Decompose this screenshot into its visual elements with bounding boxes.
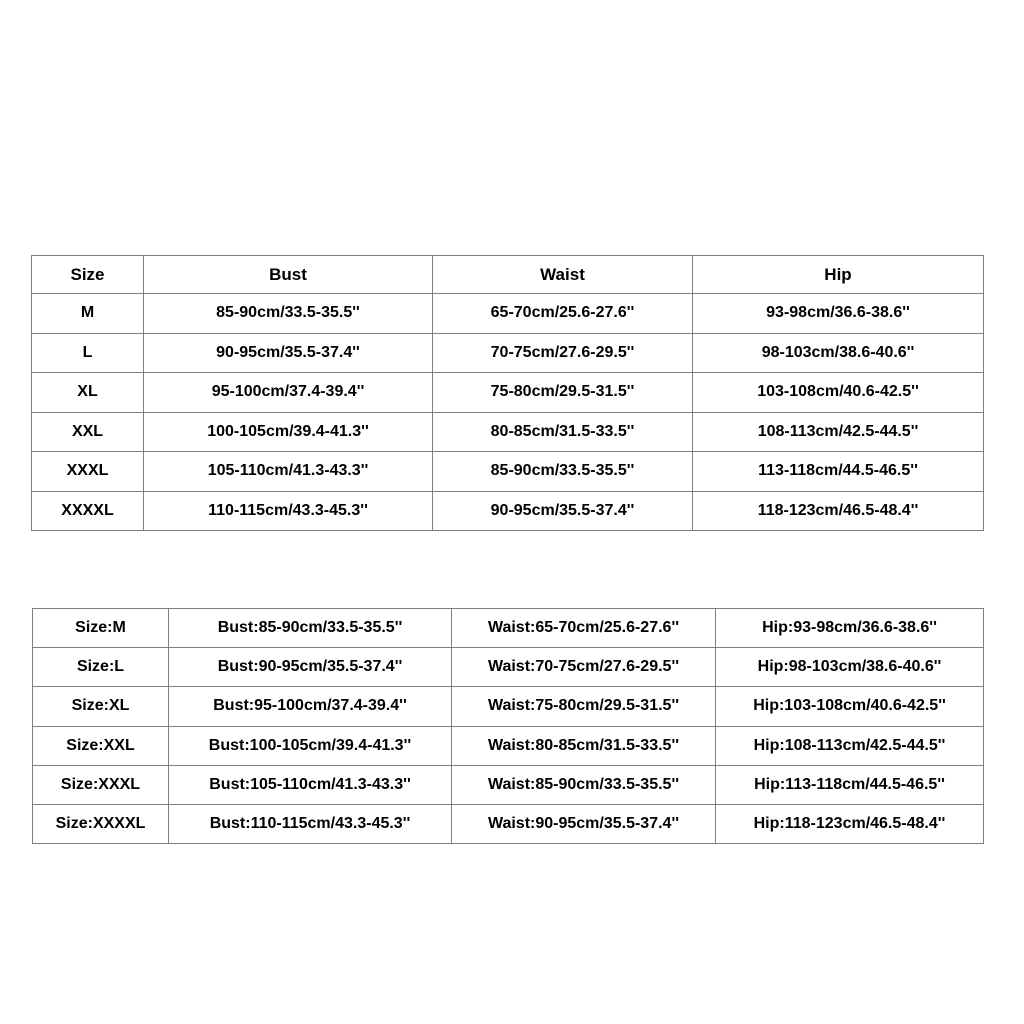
hip-cell: 108-113cm/42.5-44.5'': [692, 411, 984, 452]
size-cell: M: [31, 293, 144, 334]
table-row: Size:XXXXL Bust:110-115cm/43.3-45.3'' Wa…: [32, 803, 984, 845]
column-header-size: Size: [31, 255, 144, 294]
table-row: XXXXL 110-115cm/43.3-45.3'' 90-95cm/35.5…: [31, 490, 984, 531]
hip-cell: 98-103cm/38.6-40.6'': [692, 332, 984, 373]
bust-cell: Bust:95-100cm/37.4-39.4'': [168, 686, 452, 727]
waist-cell: 75-80cm/29.5-31.5'': [432, 372, 693, 413]
hip-cell: Hip:113-118cm/44.5-46.5'': [715, 764, 984, 805]
column-header-hip: Hip: [692, 255, 984, 294]
bust-cell: 105-110cm/41.3-43.3'': [143, 451, 433, 492]
bust-cell: Bust:100-105cm/39.4-41.3'': [168, 725, 452, 766]
bust-cell: 90-95cm/35.5-37.4'': [143, 332, 433, 373]
waist-cell: 80-85cm/31.5-33.5'': [432, 411, 693, 452]
waist-cell: Waist:85-90cm/33.5-35.5'': [451, 764, 716, 805]
bust-cell: 100-105cm/39.4-41.3'': [143, 411, 433, 452]
size-chart-table-combined-labels: Size:M Bust:85-90cm/33.5-35.5'' Waist:65…: [32, 607, 984, 845]
size-cell: Size:M: [32, 607, 169, 649]
size-cell: Size:L: [32, 647, 169, 688]
bust-cell: Bust:85-90cm/33.5-35.5'': [168, 607, 452, 649]
column-header-bust: Bust: [143, 255, 433, 294]
size-cell: Size:XXXL: [32, 764, 169, 805]
waist-cell: Waist:65-70cm/25.6-27.6'': [451, 607, 716, 649]
table-row: XXL 100-105cm/39.4-41.3'' 80-85cm/31.5-3…: [31, 411, 984, 452]
table-row: Size:L Bust:90-95cm/35.5-37.4'' Waist:70…: [32, 647, 984, 688]
column-header-waist: Waist: [432, 255, 693, 294]
bust-cell: 85-90cm/33.5-35.5'': [143, 293, 433, 334]
size-cell: XL: [31, 372, 144, 413]
hip-cell: Hip:103-108cm/40.6-42.5'': [715, 686, 984, 727]
size-cell: Size:XXL: [32, 725, 169, 766]
waist-cell: 85-90cm/33.5-35.5'': [432, 451, 693, 492]
hip-cell: 118-123cm/46.5-48.4'': [692, 490, 984, 531]
size-cell: XXL: [31, 411, 144, 452]
size-cell: Size:XXXXL: [32, 803, 169, 845]
waist-cell: Waist:75-80cm/29.5-31.5'': [451, 686, 716, 727]
table-header-row: Size Bust Waist Hip: [31, 255, 984, 294]
size-chart-table-measurements: Size Bust Waist Hip M 85-90cm/33.5-35.5'…: [31, 255, 984, 531]
bust-cell: 95-100cm/37.4-39.4'': [143, 372, 433, 413]
waist-cell: 65-70cm/25.6-27.6'': [432, 293, 693, 334]
table-row: XXXL 105-110cm/41.3-43.3'' 85-90cm/33.5-…: [31, 451, 984, 492]
waist-cell: 70-75cm/27.6-29.5'': [432, 332, 693, 373]
bust-cell: Bust:90-95cm/35.5-37.4'': [168, 647, 452, 688]
waist-cell: Waist:70-75cm/27.6-29.5'': [451, 647, 716, 688]
table-row: M 85-90cm/33.5-35.5'' 65-70cm/25.6-27.6'…: [31, 293, 984, 334]
bust-cell: 110-115cm/43.3-45.3'': [143, 490, 433, 531]
hip-cell: Hip:93-98cm/36.6-38.6'': [715, 607, 984, 649]
waist-cell: Waist:90-95cm/35.5-37.4'': [451, 803, 716, 845]
table-row: Size:XXXL Bust:105-110cm/41.3-43.3'' Wai…: [32, 764, 984, 805]
size-cell: XXXL: [31, 451, 144, 492]
hip-cell: 93-98cm/36.6-38.6'': [692, 293, 984, 334]
table-row: XL 95-100cm/37.4-39.4'' 75-80cm/29.5-31.…: [31, 372, 984, 413]
hip-cell: Hip:118-123cm/46.5-48.4'': [715, 803, 984, 845]
size-cell: L: [31, 332, 144, 373]
table-row: L 90-95cm/35.5-37.4'' 70-75cm/27.6-29.5'…: [31, 332, 984, 373]
hip-cell: Hip:108-113cm/42.5-44.5'': [715, 725, 984, 766]
hip-cell: Hip:98-103cm/38.6-40.6'': [715, 647, 984, 688]
hip-cell: 113-118cm/44.5-46.5'': [692, 451, 984, 492]
table-row: Size:XL Bust:95-100cm/37.4-39.4'' Waist:…: [32, 686, 984, 727]
bust-cell: Bust:105-110cm/41.3-43.3'': [168, 764, 452, 805]
hip-cell: 103-108cm/40.6-42.5'': [692, 372, 984, 413]
size-cell: XXXXL: [31, 490, 144, 531]
table-row: Size:XXL Bust:100-105cm/39.4-41.3'' Wais…: [32, 725, 984, 766]
bust-cell: Bust:110-115cm/43.3-45.3'': [168, 803, 452, 845]
table-row: Size:M Bust:85-90cm/33.5-35.5'' Waist:65…: [32, 607, 984, 649]
size-cell: Size:XL: [32, 686, 169, 727]
waist-cell: 90-95cm/35.5-37.4'': [432, 490, 693, 531]
waist-cell: Waist:80-85cm/31.5-33.5'': [451, 725, 716, 766]
